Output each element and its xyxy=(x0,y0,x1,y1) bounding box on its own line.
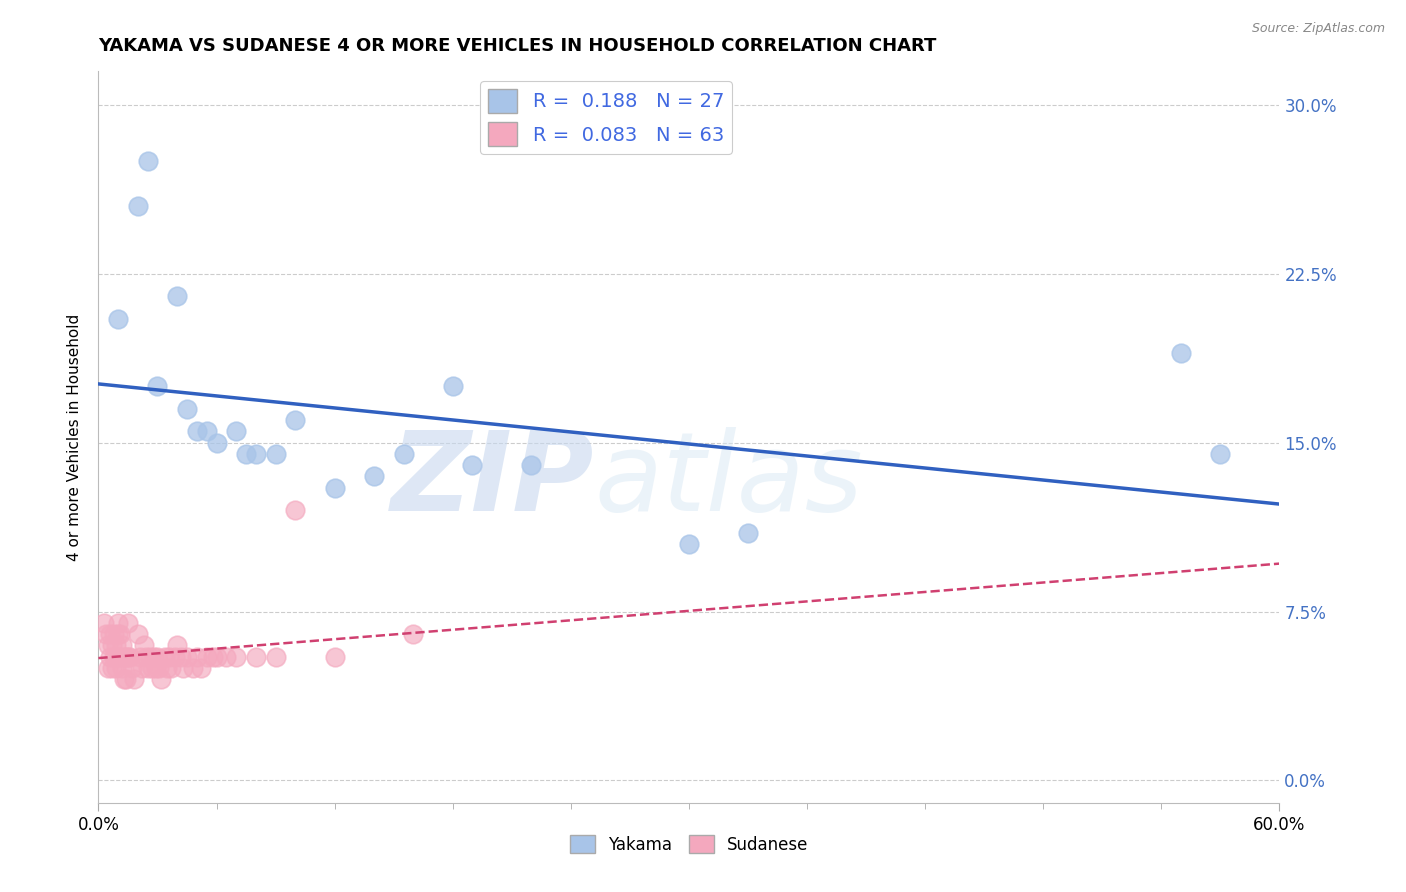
Point xyxy=(136,661,159,675)
Point xyxy=(235,447,257,461)
Point xyxy=(136,154,159,169)
Point xyxy=(117,649,139,664)
Point xyxy=(118,649,141,664)
Point xyxy=(155,649,177,664)
Point xyxy=(225,425,247,439)
Point xyxy=(111,661,134,675)
Point xyxy=(186,649,208,664)
Point xyxy=(103,627,125,641)
Point xyxy=(96,627,118,641)
Point xyxy=(101,638,124,652)
Point xyxy=(141,661,163,675)
Point xyxy=(138,649,160,664)
Point xyxy=(284,503,307,517)
Point xyxy=(176,649,198,664)
Point xyxy=(186,425,208,439)
Point xyxy=(157,649,180,664)
Point xyxy=(115,672,138,686)
Point xyxy=(201,649,224,664)
Point xyxy=(142,649,165,664)
Point xyxy=(181,661,204,675)
Point xyxy=(392,447,415,461)
Point xyxy=(1209,447,1232,461)
Point xyxy=(323,481,346,495)
Point xyxy=(112,649,135,664)
Point xyxy=(97,638,120,652)
Point xyxy=(105,661,128,675)
Point xyxy=(461,458,484,473)
Point xyxy=(195,425,218,439)
Point xyxy=(166,289,188,303)
Point xyxy=(165,649,187,664)
Point xyxy=(107,649,129,664)
Point xyxy=(93,615,115,630)
Point xyxy=(132,638,155,652)
Point xyxy=(190,661,212,675)
Point xyxy=(107,627,129,641)
Point xyxy=(97,661,120,675)
Point xyxy=(127,199,149,213)
Point xyxy=(111,638,134,652)
Point xyxy=(520,458,543,473)
Point xyxy=(145,661,167,675)
Point xyxy=(166,638,188,652)
Point xyxy=(1170,345,1192,359)
Point xyxy=(121,661,143,675)
Point xyxy=(117,615,139,630)
Point xyxy=(245,649,267,664)
Point xyxy=(98,627,121,641)
Point xyxy=(205,435,228,450)
Point xyxy=(148,661,170,675)
Legend: Yakama, Sudanese: Yakama, Sudanese xyxy=(562,829,815,860)
Point xyxy=(103,649,125,664)
Point xyxy=(107,615,129,630)
Point xyxy=(172,661,194,675)
Y-axis label: 4 or more Vehicles in Household: 4 or more Vehicles in Household xyxy=(66,313,82,561)
Point xyxy=(245,447,267,461)
Point xyxy=(264,649,287,664)
Point xyxy=(98,649,121,664)
Point xyxy=(170,649,193,664)
Point xyxy=(205,649,228,664)
Point xyxy=(402,627,425,641)
Point xyxy=(127,627,149,641)
Point xyxy=(105,638,128,652)
Point xyxy=(115,649,138,664)
Point xyxy=(323,649,346,664)
Point xyxy=(101,661,124,675)
Text: Source: ZipAtlas.com: Source: ZipAtlas.com xyxy=(1251,22,1385,36)
Point xyxy=(264,447,287,461)
Text: YAKAMA VS SUDANESE 4 OR MORE VEHICLES IN HOUSEHOLD CORRELATION CHART: YAKAMA VS SUDANESE 4 OR MORE VEHICLES IN… xyxy=(98,37,936,54)
Point xyxy=(215,649,238,664)
Point xyxy=(128,649,150,664)
Point xyxy=(107,312,129,326)
Point xyxy=(156,661,179,675)
Point xyxy=(737,525,759,540)
Point xyxy=(112,672,135,686)
Point xyxy=(176,401,198,416)
Point xyxy=(146,379,169,393)
Point xyxy=(363,469,385,483)
Point xyxy=(122,672,145,686)
Point xyxy=(150,672,173,686)
Point xyxy=(146,649,169,664)
Text: atlas: atlas xyxy=(595,427,863,534)
Point xyxy=(135,649,157,664)
Text: ZIP: ZIP xyxy=(391,427,595,534)
Point xyxy=(108,627,131,641)
Point xyxy=(284,413,307,427)
Point xyxy=(678,537,700,551)
Point xyxy=(131,661,153,675)
Point xyxy=(225,649,247,664)
Point xyxy=(108,649,131,664)
Point xyxy=(195,649,218,664)
Point xyxy=(441,379,464,393)
Point xyxy=(160,661,183,675)
